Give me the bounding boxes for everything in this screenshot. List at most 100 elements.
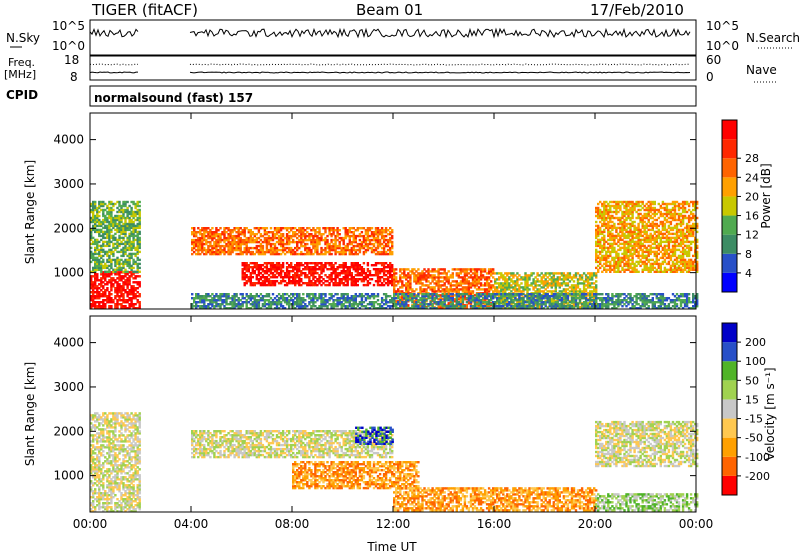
heatmap-cell	[597, 228, 600, 232]
heatmap-cell	[599, 266, 602, 270]
heatmap-cell	[328, 231, 331, 234]
heatmap-cell	[134, 254, 137, 258]
heatmap-cell	[277, 274, 281, 277]
heatmap-cell	[360, 268, 364, 271]
heatmap-cell	[391, 242, 394, 246]
heatmap-cell	[599, 244, 602, 248]
heatmap-cell	[490, 272, 493, 275]
heatmap-cell	[310, 248, 313, 252]
heatmap-cell	[227, 227, 230, 230]
heatmap-cell	[241, 274, 244, 277]
heatmap-cell	[255, 266, 258, 269]
heatmap-cell	[251, 283, 254, 287]
heatmap-cell	[322, 266, 325, 269]
heatmap-cell	[294, 240, 297, 244]
heatmap-cell	[116, 268, 119, 271]
heatmap-cell	[586, 282, 590, 285]
heatmap-cell	[310, 240, 313, 244]
heatmap-cell	[120, 242, 123, 246]
heatmap-cell	[601, 248, 604, 252]
heatmap-cell	[423, 278, 426, 281]
heatmap-cell	[441, 298, 444, 301]
heatmap-cell	[603, 254, 606, 258]
heatmap-cell	[437, 286, 440, 289]
heatmap-cell	[627, 268, 630, 271]
heatmap-cell	[221, 250, 224, 254]
heatmap-cell	[275, 248, 279, 252]
heatmap-cell	[362, 272, 366, 275]
heatmap-cell	[195, 234, 198, 238]
heatmap-cell	[597, 254, 600, 258]
heatmap-cell	[108, 291, 111, 294]
heatmap-cell	[485, 288, 489, 291]
heatmap-cell	[219, 240, 222, 244]
heatmap-cell	[283, 248, 287, 252]
heatmap-cell	[576, 286, 580, 289]
heatmap-cell	[595, 258, 598, 262]
heatmap-cell	[249, 231, 252, 234]
heatmap-cell	[526, 276, 529, 279]
heatmap-cell	[233, 234, 236, 238]
heatmap-cell	[372, 274, 376, 277]
nsky-tick-bottom: 10^0	[52, 39, 85, 53]
heatmap-cell	[532, 272, 535, 275]
heatmap-cell	[263, 282, 267, 285]
heatmap-cell	[211, 250, 214, 254]
heatmap-cell	[324, 274, 327, 277]
heatmap-cell	[257, 274, 261, 277]
heatmap-cell	[362, 278, 366, 281]
heatmap-cell	[259, 252, 263, 256]
heatmap-cell	[106, 281, 109, 284]
heatmap-cell	[508, 288, 511, 291]
heatmap-cell	[617, 222, 620, 226]
heatmap-cell	[118, 266, 121, 270]
heatmap-cell	[431, 290, 434, 293]
heatmap-cell	[130, 264, 133, 268]
heatmap-cell	[443, 270, 446, 273]
heatmap-cell	[617, 238, 620, 242]
heatmap-cell	[423, 290, 426, 293]
heatmap-cell	[138, 293, 141, 296]
heatmap-cell	[356, 234, 359, 238]
heatmap-cell	[330, 233, 333, 236]
heatmap-cell	[257, 282, 261, 285]
heatmap-cell	[548, 282, 551, 285]
heatmap-cell	[560, 278, 564, 281]
heatmap-cell	[625, 212, 628, 216]
heatmap-cell	[461, 280, 465, 283]
heatmap-cell	[96, 220, 99, 224]
heatmap-cell	[500, 290, 503, 293]
heatmap-cell	[607, 214, 610, 218]
heatmap-cell	[271, 280, 275, 283]
heatmap-cell	[290, 248, 293, 252]
heatmap-cell	[354, 234, 357, 238]
heatmap-cell	[296, 248, 299, 252]
heatmap-cell	[110, 283, 113, 286]
heatmap-cell	[128, 244, 131, 248]
heatmap-cell	[229, 242, 232, 246]
heatmap-cell	[586, 272, 590, 275]
heatmap-cell	[391, 234, 394, 238]
heatmap-cell	[548, 290, 551, 293]
heatmap-cell	[498, 276, 501, 279]
heatmap-cell	[259, 276, 263, 279]
heatmap-cell	[100, 256, 103, 260]
heatmap-cell	[257, 280, 261, 283]
heatmap-cell	[625, 202, 628, 206]
heatmap-cell	[494, 288, 497, 291]
heatmap-cell	[435, 270, 438, 273]
heatmap-cell	[360, 266, 364, 269]
heatmap-cell	[625, 222, 628, 226]
heatmap-cell	[290, 229, 293, 232]
heatmap-cell	[90, 291, 93, 294]
heatmap-cell	[320, 266, 323, 269]
heatmap-cell	[623, 206, 626, 210]
heatmap-cell	[100, 222, 103, 226]
heatmap-cell	[615, 210, 618, 214]
heatmap-cell	[459, 272, 463, 275]
heatmap-cell	[265, 246, 269, 250]
heatmap-cell	[346, 274, 349, 277]
heatmap-cell	[300, 242, 303, 246]
heatmap-cell	[102, 202, 105, 206]
heatmap-cell	[487, 278, 491, 281]
